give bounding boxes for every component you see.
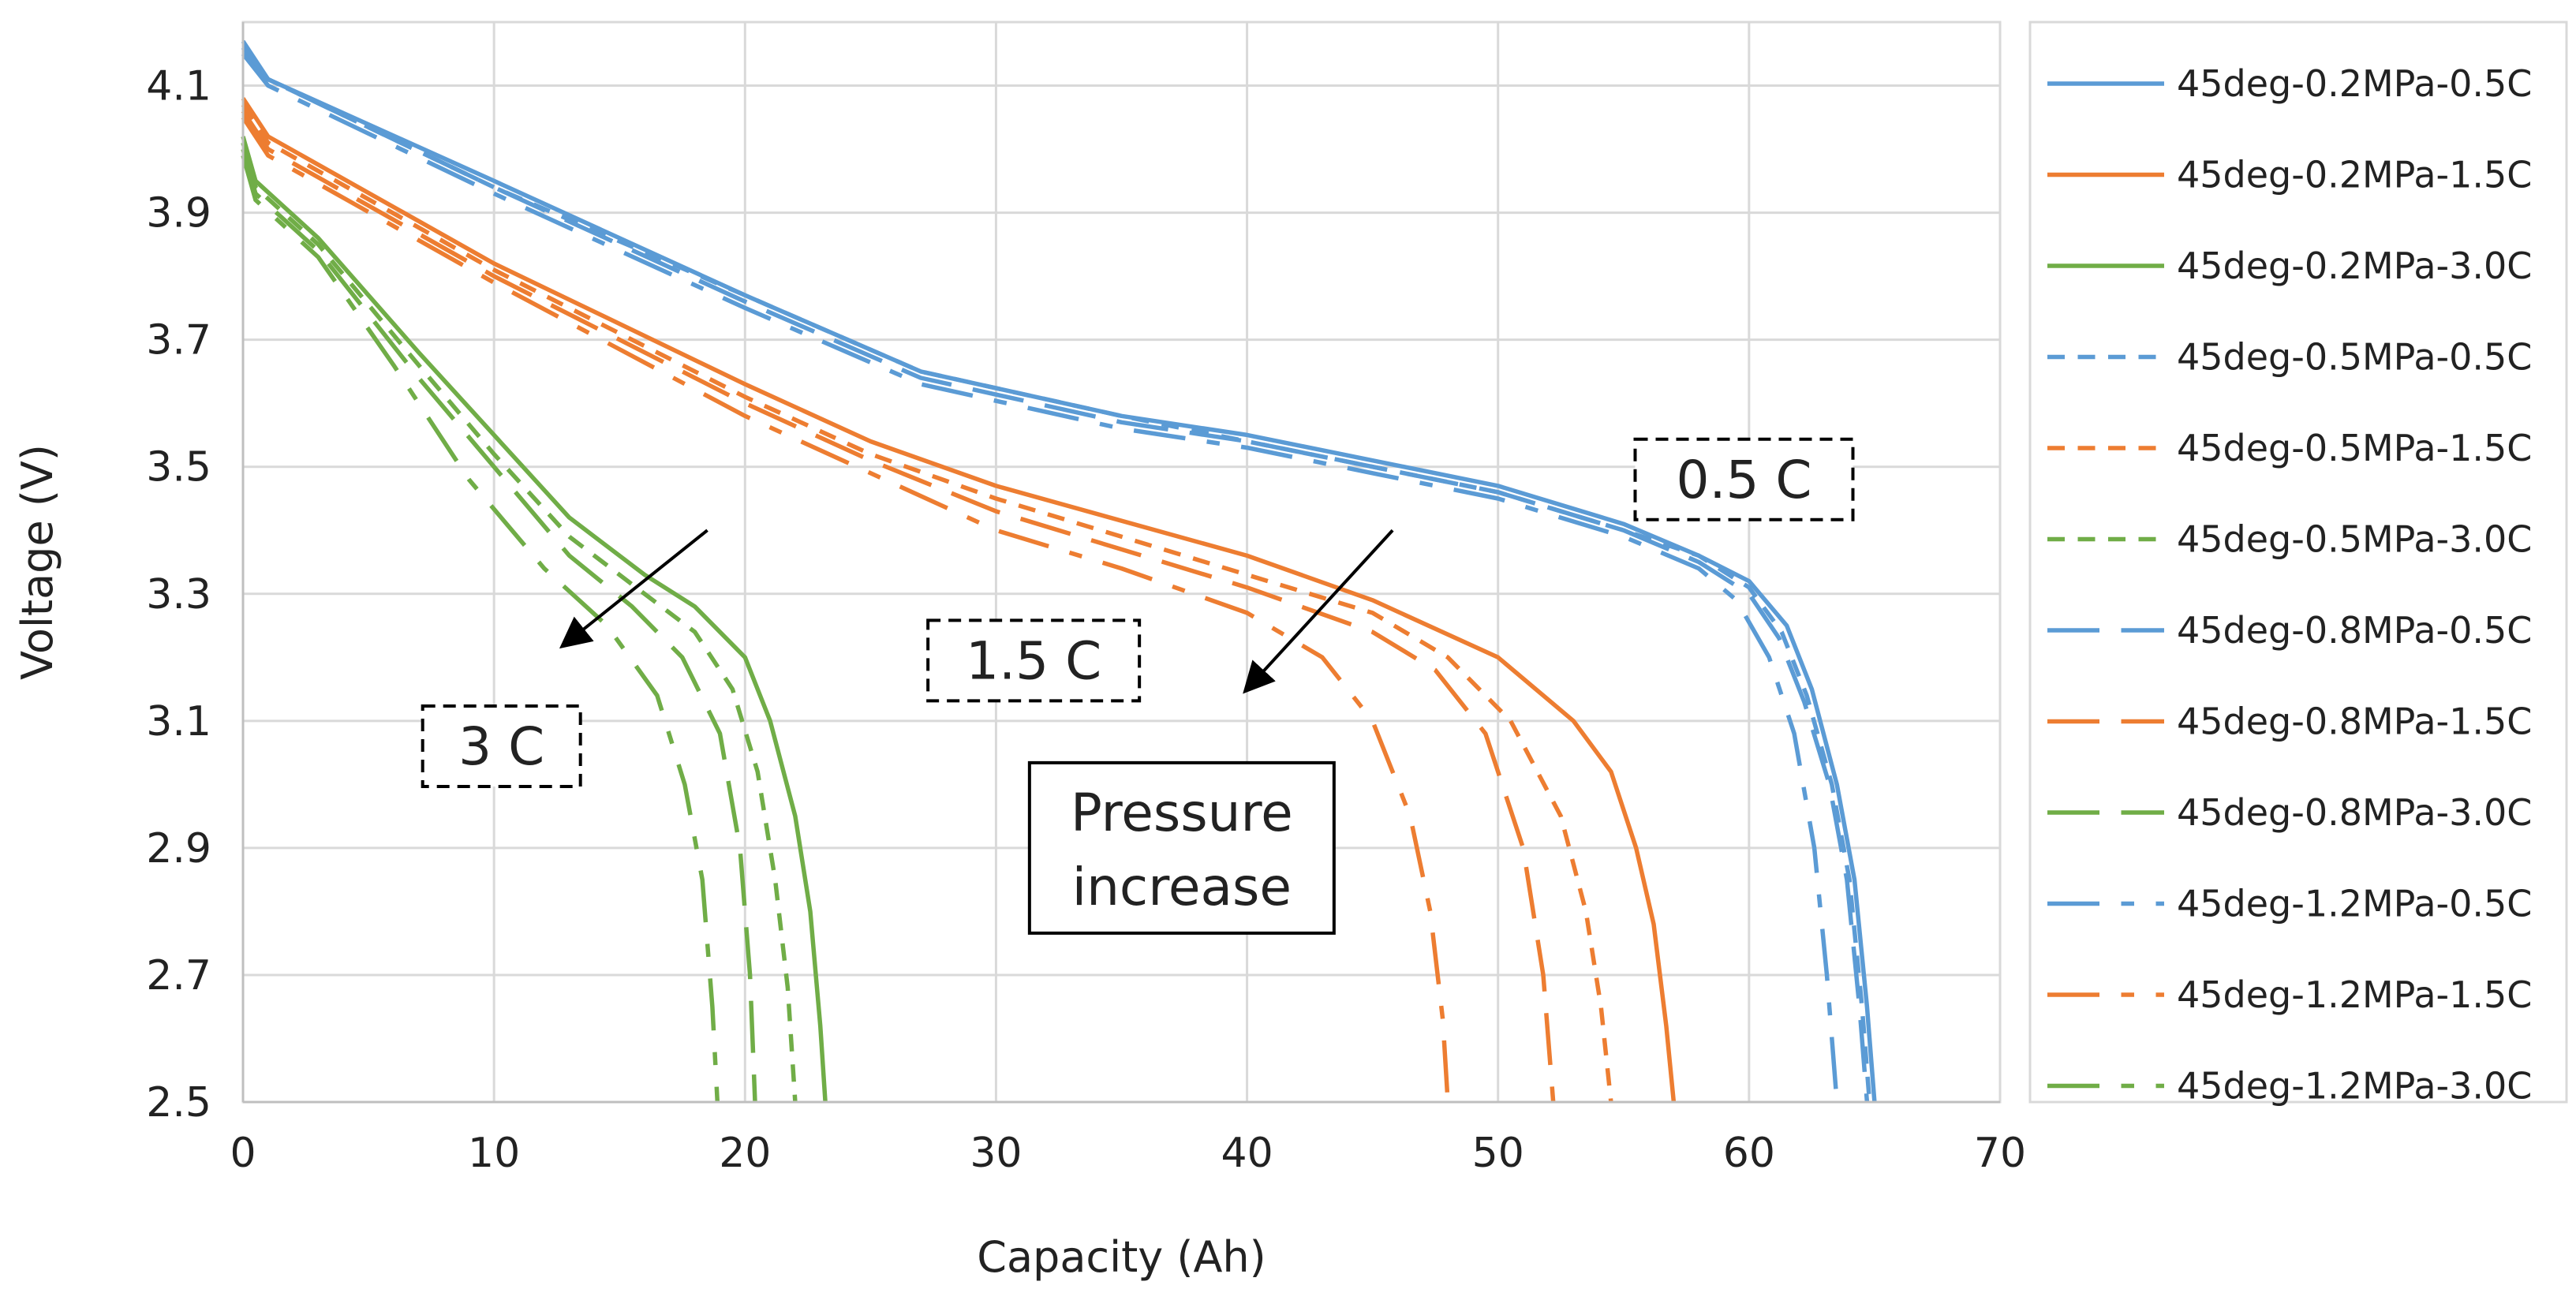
annotation-arrow-3c-arrow: [559, 529, 708, 649]
annotation-box-1-5-c: [926, 618, 1142, 703]
legend-label-45deg-0-5mpa-1-5c: 45deg-0.5MPa-1.5C: [2177, 427, 2532, 469]
annotation-arrow-15c-arrow: [1243, 529, 1394, 694]
annotation-label-1-5-c: 1.5 C: [966, 630, 1101, 691]
x-tick-label: 60: [1723, 1130, 1775, 1177]
x-tick-label: 10: [468, 1130, 520, 1177]
y-tick-label: 3.9: [146, 190, 211, 237]
x-tick-label: 40: [1221, 1130, 1273, 1177]
pressure-increase-line1: Pressure: [1071, 783, 1293, 843]
annotation-box-3-c: [421, 704, 582, 789]
legend-label-45deg-0-2mpa-1-5c: 45deg-0.2MPa-1.5C: [2177, 154, 2532, 196]
legend-label-45deg-0-5mpa-0-5c: 45deg-0.5MPa-0.5C: [2177, 336, 2532, 379]
series-line-45deg-0-2mpa-3-0c: [241, 136, 828, 1103]
legend-label-45deg-0-8mpa-0-5c: 45deg-0.8MPa-0.5C: [2177, 609, 2532, 652]
annotation-box-0-5-c: [1633, 437, 1855, 521]
series-line-45deg-0-5mpa-1-5c: [241, 103, 1613, 1103]
y-tick-label: 3.5: [146, 444, 211, 491]
series-line-45deg-1-2mpa-1-5c: [241, 116, 1450, 1103]
gridlines: [241, 21, 2002, 1104]
plot-area: [241, 21, 2002, 1104]
y-tick-label: 3.1: [146, 698, 211, 745]
y-tick-label: 2.7: [146, 952, 211, 999]
y-tick-label: 3.7: [146, 317, 211, 364]
series-line-45deg-0-2mpa-1-5c: [241, 97, 1677, 1103]
x-tick-label: 0: [230, 1130, 256, 1177]
series-line-45deg-0-8mpa-1-5c: [241, 110, 1556, 1103]
y-tick-label: 3.3: [146, 571, 211, 618]
legend-label-45deg-0-2mpa-3-0c: 45deg-0.2MPa-3.0C: [2177, 245, 2532, 287]
series-line-45deg-0-8mpa-3-0c: [241, 148, 757, 1103]
annotation-label-3-c: 3 C: [458, 716, 544, 777]
legend-label-45deg-1-2mpa-1-5c: 45deg-1.2MPa-1.5C: [2177, 973, 2532, 1016]
legend-label-45deg-1-2mpa-0-5c: 45deg-1.2MPa-0.5C: [2177, 883, 2532, 925]
legend-label-45deg-0-8mpa-1-5c: 45deg-0.8MPa-1.5C: [2177, 701, 2532, 743]
x-tick-label: 20: [719, 1130, 771, 1177]
series-line-45deg-0-5mpa-3-0c: [241, 142, 798, 1103]
annotation-label-0-5-c: 0.5 C: [1676, 450, 1811, 510]
legend-label-45deg-0-5mpa-3-0c: 45deg-0.5MPa-3.0C: [2177, 518, 2532, 561]
y-axis-title: Voltage (V): [13, 444, 62, 680]
legend-frame: [2028, 21, 2568, 1104]
y-tick-label: 4.1: [146, 63, 211, 110]
annotations: 0.5 C 1.5 C 3 C Pressure increase: [421, 437, 1855, 935]
x-tick-label: 70: [1974, 1130, 2026, 1177]
x-axis-title: Capacity (Ah): [977, 1232, 1266, 1282]
series-line-45deg-1-2mpa-0-5c: [241, 52, 1839, 1103]
x-tick-label: 50: [1472, 1130, 1524, 1177]
legend-label-45deg-0-8mpa-3-0c: 45deg-0.8MPa-3.0C: [2177, 791, 2532, 834]
legend-label-45deg-0-2mpa-0-5c: 45deg-0.2MPa-0.5C: [2177, 62, 2532, 105]
pressure-increase-box: [1027, 760, 1336, 935]
legend-label-45deg-1-2mpa-3-0c: 45deg-1.2MPa-3.0C: [2177, 1065, 2532, 1108]
series-line-45deg-1-2mpa-3-0c: [241, 155, 720, 1103]
series-line-45deg-0-8mpa-0-5c: [241, 46, 1870, 1103]
pressure-increase-line2: increase: [1072, 857, 1292, 917]
legend: 45deg-0.2MPa-0.5C 45deg-0.2MPa-1.5C 45deg-…: [2028, 21, 2568, 1108]
series-lines: [241, 39, 1877, 1103]
axes: 0 10 20 30 40 50 60 70 2.5 2.7 2.9 3.1 3.3 3.5 3.7 3.9 4…: [13, 22, 2026, 1282]
y-tick-label: 2.5: [146, 1079, 211, 1126]
y-tick-label: 2.9: [146, 825, 211, 872]
x-tick-label: 30: [970, 1130, 1022, 1177]
